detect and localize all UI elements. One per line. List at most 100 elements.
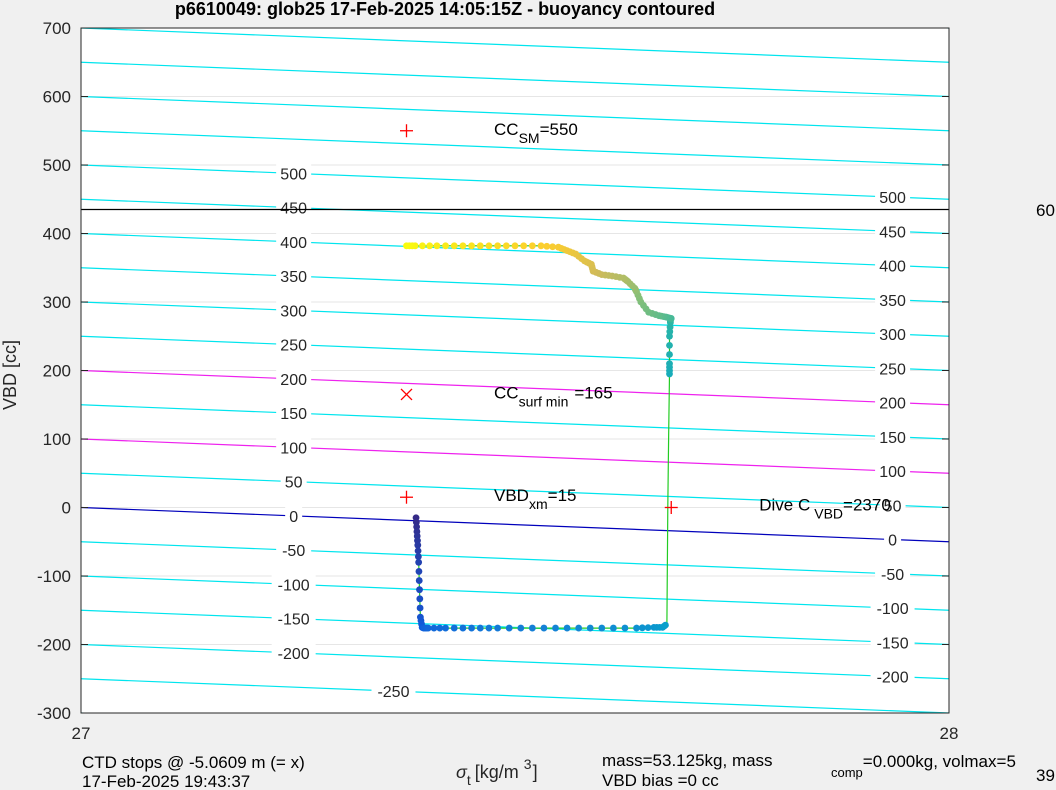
y-tick-label: -200 — [37, 636, 71, 655]
data-point — [537, 242, 545, 250]
contour-label: 350 — [879, 293, 906, 310]
data-point — [442, 624, 449, 632]
contour-label-bg — [875, 564, 911, 583]
x-axis-label-close: ] — [533, 762, 538, 782]
contour-label-bg — [276, 541, 312, 560]
contour-label: -150 — [877, 635, 909, 652]
contour-label: 200 — [280, 372, 307, 389]
contour-label: -100 — [877, 601, 909, 618]
footer-mass-comp: comp=0.000kg, volmax=5 — [831, 752, 1016, 780]
footer-vbd-bias: VBD bias =0 cc — [602, 771, 719, 790]
data-point — [414, 547, 422, 555]
marker-label: VBDxm=15 — [494, 486, 576, 512]
contour-line — [81, 472, 949, 509]
contour-label-bg — [276, 267, 312, 286]
contour-line — [81, 28, 949, 63]
data-point — [666, 360, 673, 368]
marker-label-tail: =15 — [548, 486, 577, 505]
contour-label: 300 — [879, 327, 906, 344]
contour-label: 50 — [884, 498, 902, 515]
data-point — [476, 624, 484, 632]
marker-label-sub: surf min — [519, 393, 569, 409]
contour-label-bg — [875, 256, 911, 275]
contour-line — [81, 438, 949, 474]
footer-date: 17-Feb-2025 19:43:37 — [82, 772, 250, 790]
marker-label-main: VBD — [494, 486, 529, 505]
contour-line — [81, 506, 949, 543]
data-point — [430, 624, 438, 632]
contour-label-bg — [371, 682, 416, 701]
y-tick-label: 600 — [43, 88, 71, 107]
contour-label: -200 — [877, 670, 909, 687]
right-edge-label: 60 — [1036, 201, 1055, 220]
data-point — [494, 624, 502, 632]
contour-line — [81, 130, 949, 166]
y-axis-label: VBD [cc] — [0, 340, 20, 410]
contour-label-bg — [276, 369, 312, 388]
data-point — [416, 595, 424, 603]
data-point — [666, 351, 673, 358]
data-point — [415, 577, 423, 584]
contour-line — [81, 95, 949, 132]
contour-label: 100 — [879, 464, 906, 481]
data-point — [543, 242, 551, 250]
contour-label: 500 — [879, 190, 906, 207]
marker-label-sub: VBD — [814, 506, 843, 522]
data-point — [540, 624, 548, 632]
data-point — [494, 242, 502, 250]
contour-label: 450 — [879, 224, 906, 241]
x-axis-label-sub: t — [467, 772, 471, 788]
contour-label: 250 — [879, 361, 906, 378]
data-point — [633, 624, 640, 632]
contour-label: 50 — [285, 475, 303, 492]
contour-label: -200 — [278, 646, 310, 663]
y-tick-label: 700 — [43, 19, 71, 38]
data-point — [505, 624, 513, 632]
contour-label-bg — [276, 301, 312, 320]
contour-lines: -250 -200 -150 -100 -50 0 50 100 150 200 250 300 350… — [81, 28, 949, 713]
data-point — [419, 242, 426, 250]
marker-label-sub: SM — [519, 130, 540, 146]
contour-label: 250 — [280, 338, 307, 355]
contour-label: 200 — [879, 396, 906, 413]
data-point — [528, 242, 536, 250]
contour-line — [81, 609, 949, 646]
contour-label-bg — [271, 643, 316, 662]
data-point — [426, 242, 434, 250]
x-tick-label: 27 — [72, 724, 91, 743]
data-point — [414, 553, 422, 560]
contour-line — [81, 164, 949, 200]
data-point — [450, 624, 458, 632]
data-point — [563, 624, 571, 632]
marker-label: CCsurf min =165 — [494, 383, 613, 409]
contour-line — [81, 712, 97, 713]
contour-label-bg — [875, 393, 911, 412]
data-points — [403, 242, 675, 632]
data-point — [609, 624, 617, 632]
data-point — [555, 243, 562, 251]
data-point — [415, 558, 423, 566]
marker-x-stroke — [400, 388, 413, 401]
chart-title: p6610049: glob25 17-Feb-2025 14:05:15Z -… — [175, 0, 715, 19]
x-tick-label: 28 — [940, 724, 959, 743]
data-point — [549, 243, 557, 251]
data-point — [468, 624, 475, 632]
data-point — [416, 586, 423, 594]
y-tick-label: 300 — [43, 293, 71, 312]
contour-line — [81, 301, 949, 337]
contour-label-bg — [271, 609, 316, 628]
contour-label: 400 — [879, 259, 906, 276]
contour-label: 100 — [280, 440, 307, 457]
contour-label-bg — [276, 198, 312, 217]
y-tick-label: 100 — [43, 430, 71, 449]
contour-line — [81, 643, 949, 680]
data-point — [638, 624, 646, 632]
footer-mass: mass=53.125kg, mass — [602, 751, 773, 770]
contour-label-bg — [870, 633, 915, 652]
y-tick-label: 500 — [43, 156, 71, 175]
contour-label: 0 — [888, 533, 897, 550]
data-point — [528, 624, 536, 632]
contour-label-bg — [276, 232, 312, 251]
contour-label: 350 — [280, 269, 307, 286]
